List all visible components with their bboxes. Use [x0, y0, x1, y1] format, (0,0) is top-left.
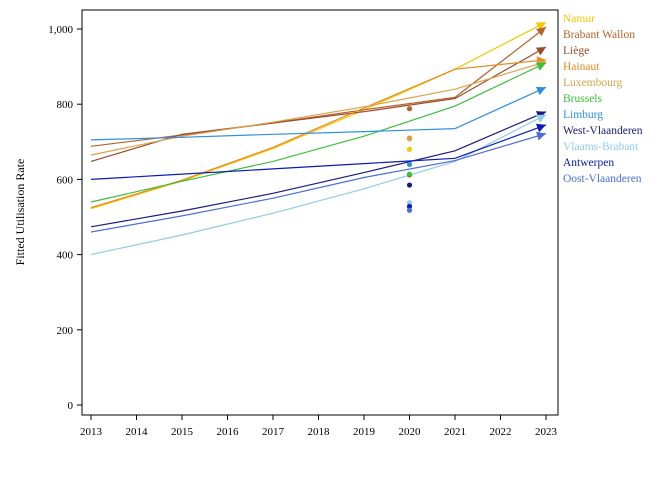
- x-tick-label: 2016: [217, 426, 240, 438]
- series-line-vlaams-brabant: [90, 114, 547, 256]
- legend-item: Brabant Wallon: [563, 29, 635, 41]
- legend: Namur Brabant Wallon Liège Hainaut Luxembour…: [563, 13, 643, 185]
- y-tick-label: 200: [57, 325, 74, 337]
- y-tick-label: 1,000: [48, 24, 73, 36]
- x-tick-label: 2014: [126, 426, 149, 438]
- series-arrowhead: [535, 62, 546, 71]
- x-tick-label: 2018: [308, 426, 331, 438]
- y-axis-label: Fitted Utilisation Rate: [13, 159, 27, 266]
- series-line-west-vlaanderen: [90, 111, 547, 228]
- series-arrowhead: [535, 123, 546, 133]
- series-line-li-ge: [90, 46, 547, 162]
- series-arrowhead: [535, 47, 546, 56]
- legend-item: Limburg: [563, 109, 603, 121]
- x-tick-label: 2019: [353, 426, 376, 438]
- x-tick-label: 2013: [80, 426, 103, 438]
- observed-point-2020: [406, 171, 413, 177]
- legend-item: Brussels: [563, 93, 603, 105]
- series-line-oost-vlaanderen: [90, 132, 547, 233]
- legend-item: Vlaams-Brabant: [563, 141, 639, 153]
- legend-item: Liège: [563, 45, 589, 57]
- series-line-brabant-wallon: [90, 26, 547, 147]
- observed-point-2020: [406, 203, 413, 210]
- observed-point-2020: [406, 106, 413, 112]
- observed-point-2020: [406, 182, 413, 188]
- series-layer: [90, 21, 547, 256]
- series-line-namur: [90, 21, 547, 210]
- legend-item: Hainaut: [563, 61, 600, 73]
- observed-points: [406, 106, 413, 213]
- observed-point-2020: [406, 200, 413, 206]
- x-tick-label: 2022: [490, 426, 512, 438]
- observed-point-2020: [406, 161, 413, 167]
- series-arrowhead: [535, 114, 546, 123]
- series-line-luxembourg: [90, 61, 547, 156]
- legend-item: Oost-Vlaanderen: [563, 173, 642, 185]
- y-tick-label: 0: [68, 400, 74, 412]
- series-line-antwerpen: [90, 124, 547, 180]
- observed-point-2020: [406, 207, 413, 213]
- y-axis: 0 200 400 600 800 1,000: [48, 24, 82, 412]
- y-tick-label: 600: [57, 174, 74, 186]
- series-line-limburg: [90, 86, 547, 141]
- legend-item: Antwerpen: [563, 157, 614, 169]
- observed-point-2020: [406, 136, 413, 142]
- y-tick-label: 400: [57, 250, 74, 262]
- x-tick-label: 2021: [444, 426, 466, 438]
- series-arrowhead: [536, 27, 546, 37]
- y-tick-label: 800: [57, 99, 74, 111]
- legend-item: Namur: [563, 13, 595, 25]
- legend-item: Luxembourg: [563, 77, 622, 89]
- x-tick-label: 2020: [399, 426, 422, 438]
- series-arrowhead: [535, 86, 546, 96]
- x-tick-label: 2023: [535, 426, 558, 438]
- series-arrowhead: [536, 131, 546, 141]
- observed-point-2020: [406, 146, 413, 152]
- x-axis: 2013 2014 2015 2016 2017 2018 2019 2020 2021 2022…: [80, 415, 558, 438]
- plot-frame: [81, 9, 559, 416]
- legend-item: West-Vlaanderen: [563, 125, 643, 137]
- x-tick-label: 2017: [262, 426, 285, 438]
- series-arrowhead: [535, 22, 546, 31]
- series-line-brussels: [90, 62, 547, 203]
- x-tick-label: 2015: [171, 426, 194, 438]
